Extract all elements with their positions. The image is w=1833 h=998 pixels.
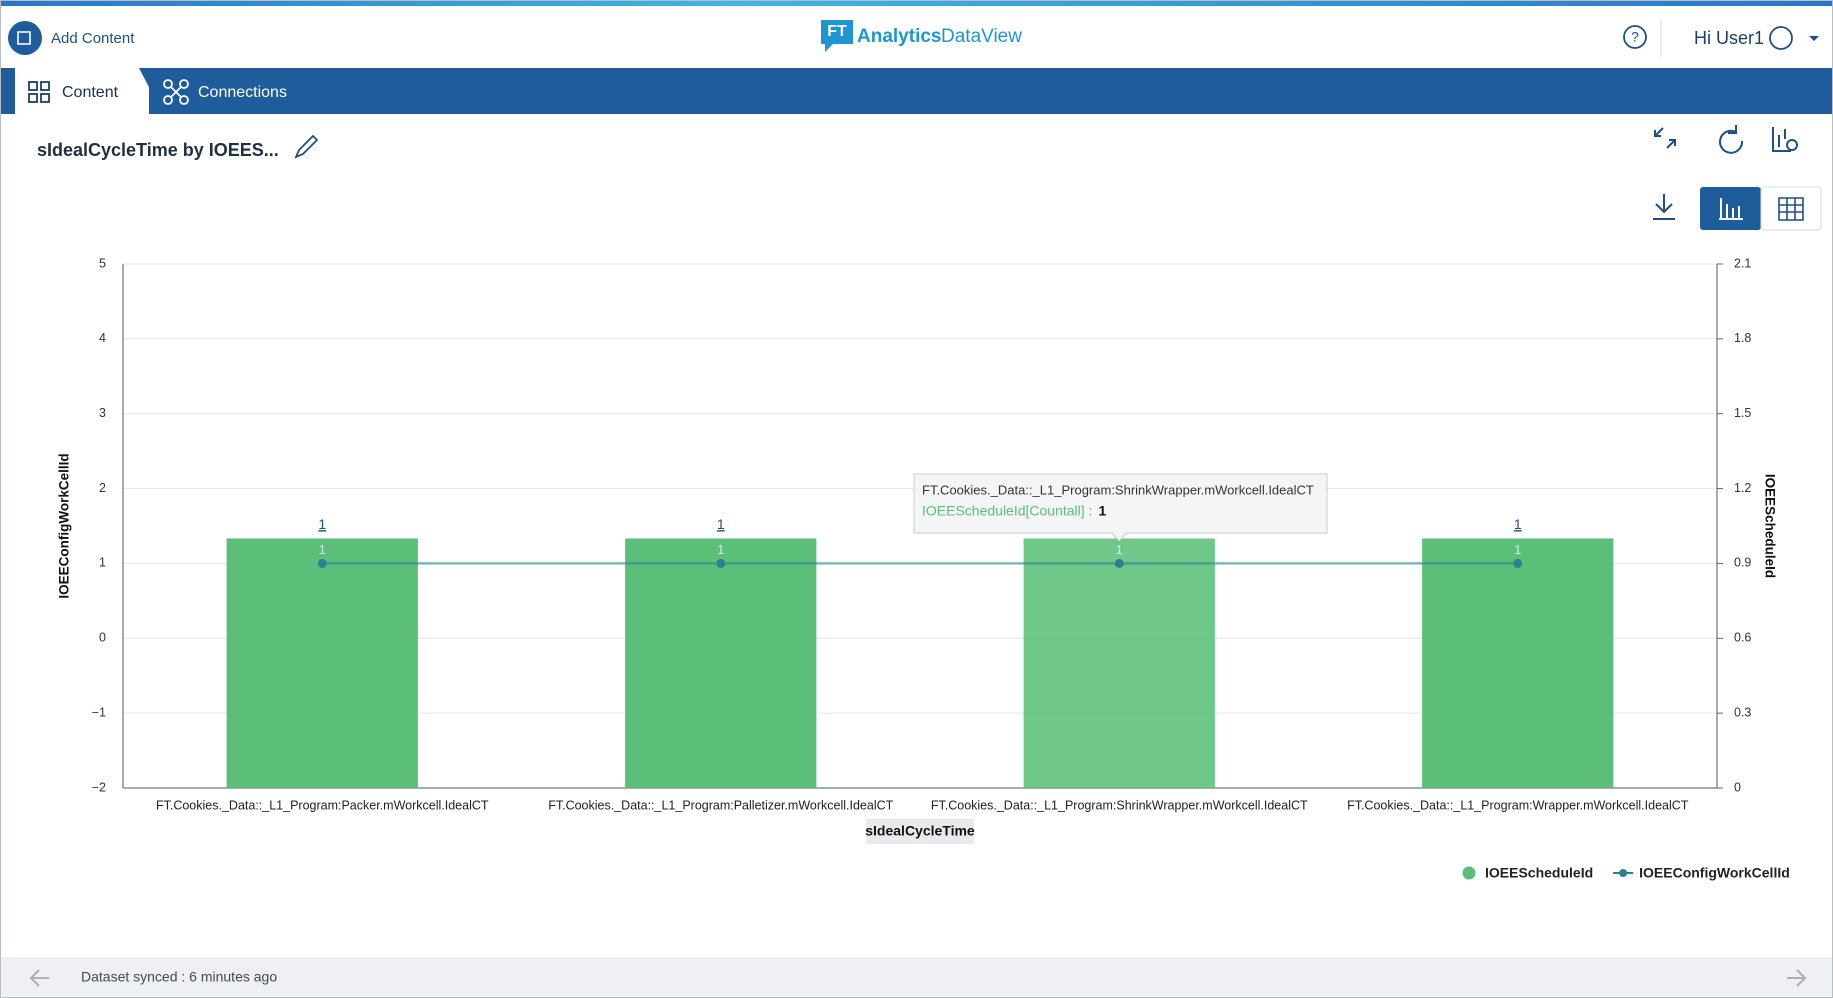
- y2-tick-label: 0.9: [1734, 556, 1751, 570]
- refresh-icon[interactable]: [1719, 125, 1744, 154]
- forward-arrow[interactable]: [1787, 969, 1807, 987]
- y2-tick-label: 2.1: [1734, 256, 1751, 270]
- x-axis-label: sIdealCycleTime: [865, 823, 975, 839]
- help-glyph: ?: [1631, 29, 1639, 45]
- x-axis-label-bg: [866, 819, 974, 844]
- bar-value-label: 1: [1514, 516, 1522, 532]
- footer-bar: Dataset synced : 6 minutes ago: [29, 969, 1807, 987]
- nav-bar: Content Connections: [1, 68, 1832, 114]
- y2-tick-label: 0: [1734, 780, 1741, 794]
- sync-status: Dataset synced : 6 minutes ago: [81, 969, 277, 985]
- y2-tick-label: 1.2: [1734, 481, 1751, 495]
- bar-value-label: 1: [717, 516, 725, 532]
- settings-gear: [1786, 139, 1798, 151]
- table-view-icon: [1778, 197, 1804, 221]
- tab-content[interactable]: [15, 68, 149, 114]
- x-tick-label: FT.Cookies._Data::_L1_Program:ShrinkWrap…: [931, 798, 1308, 812]
- bar: [1023, 538, 1215, 788]
- y2-tick-label: 0.3: [1734, 705, 1751, 719]
- add-content-icon[interactable]: [8, 21, 42, 55]
- table-view-button[interactable]: [1760, 186, 1822, 231]
- footer: Dataset synced : 6 minutes ago: [1, 957, 1832, 997]
- chart-view-button[interactable]: [1700, 187, 1761, 230]
- download-icon[interactable]: [1653, 194, 1675, 220]
- line-value-label: 1: [717, 542, 724, 557]
- x-tick-label: FT.Cookies._Data::_L1_Program:Palletizer…: [548, 798, 893, 812]
- bar: [226, 538, 418, 788]
- tooltip-category: FT.Cookies._Data::_L1_Program:ShrinkWrap…: [922, 482, 1314, 497]
- logo-product: DataView: [941, 26, 1022, 47]
- add-content-glyph: [17, 31, 31, 45]
- y-tick-label: 0: [99, 631, 106, 645]
- edit-icon[interactable]: [294, 134, 319, 159]
- tabs: Content Connections: [28, 79, 287, 105]
- line-value-label: 1: [1514, 542, 1521, 557]
- chart-view-icon: [1719, 198, 1743, 220]
- line-point: [716, 558, 726, 568]
- user-menu-caret[interactable]: [1809, 36, 1819, 41]
- line-value-label: 1: [319, 542, 326, 557]
- y-tick-label: −2: [92, 780, 106, 794]
- bar-value-label: 1: [318, 516, 326, 532]
- y2-tick-label: 1.8: [1734, 331, 1751, 345]
- line-value-label: 1: [1116, 542, 1123, 557]
- bar: [1422, 538, 1614, 788]
- y-tick-label: 4: [99, 331, 106, 345]
- collapse-icon[interactable]: [1654, 127, 1676, 149]
- legend-label: IOEEConfigWorkCellId: [1639, 865, 1790, 881]
- y2-tick-label: 0.6: [1734, 631, 1751, 645]
- user-greeting[interactable]: Hi User1: [1694, 28, 1764, 48]
- panel-title: sIdealCycleTime by IOEES...: [37, 140, 279, 160]
- y-tick-label: 5: [99, 256, 106, 270]
- settings-icon[interactable]: [1772, 127, 1791, 152]
- chart-panel: sIdealCycleTime by IOEES... −2 −1 0 1 2 3 4 5 0 0…: [37, 125, 1822, 881]
- x-tick-label: FT.Cookies._Data::_L1_Program:Wrapper.mW…: [1347, 798, 1689, 812]
- help-icon[interactable]: [1623, 25, 1647, 49]
- y-tick-label: 1: [99, 556, 106, 570]
- tab-label[interactable]: Content: [62, 84, 119, 101]
- y-tick-label: 3: [99, 406, 106, 420]
- y2-axis-label: IOEEScheduleId: [1762, 474, 1777, 578]
- x-tick-label: FT.Cookies._Data::_L1_Program:Packer.mWo…: [156, 798, 489, 812]
- bar: [625, 538, 817, 788]
- logo-name: Analytics: [857, 26, 941, 47]
- add-content[interactable]: Add Content: [51, 30, 135, 47]
- header: Add Content FT Analytics DataView ? Hi U…: [8, 19, 1819, 57]
- tooltip: [913, 473, 1328, 542]
- line-point: [317, 558, 327, 568]
- logo-badge: [821, 20, 853, 52]
- legend-swatch: [1462, 866, 1476, 880]
- logo-mark: FT: [827, 23, 847, 40]
- y-tick-label: −1: [92, 705, 106, 719]
- y2-tick-label: 1.5: [1734, 406, 1751, 420]
- y-axis-label: IOEEConfigWorkCellId: [57, 453, 72, 598]
- tooltip-label: IOEEScheduleId[Countall] :: [922, 503, 1092, 519]
- line-point: [1114, 558, 1124, 568]
- connections-icon: [163, 79, 189, 105]
- tab-label[interactable]: Connections: [198, 84, 287, 101]
- y-tick-label: 2: [99, 481, 106, 495]
- top-strip: [1, 1, 1832, 6]
- back-arrow[interactable]: [29, 969, 49, 987]
- legend-label: IOEEScheduleId: [1485, 865, 1593, 881]
- user-icon[interactable]: [1769, 26, 1793, 50]
- tooltip-value: 1: [1098, 503, 1106, 519]
- line-point: [1513, 558, 1523, 568]
- content-icon: [28, 81, 50, 103]
- legend-swatch: [1619, 869, 1628, 877]
